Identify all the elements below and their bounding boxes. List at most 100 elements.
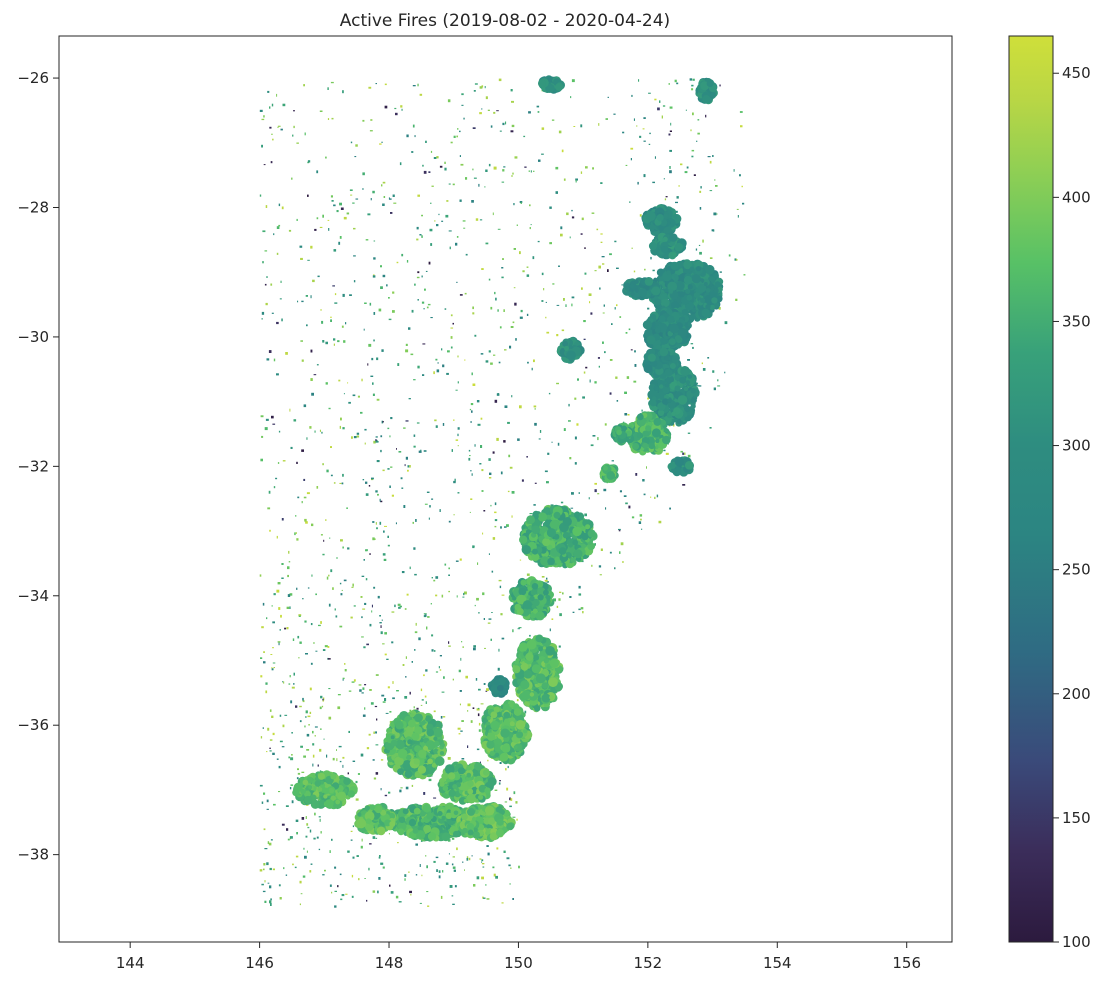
fire-point [541,153,544,155]
fire-point [259,194,262,197]
fire-point [382,643,385,645]
fire-point [472,168,474,171]
fire-point [314,735,316,737]
fire-point [316,836,319,839]
fire-point [496,437,499,441]
fire-point [509,883,511,885]
fire-point [444,161,446,164]
fire-point [514,156,518,159]
fire-point [380,759,384,761]
fire-point [440,716,443,719]
fire-point [261,435,264,438]
fire-point [482,866,485,868]
fire-point [697,283,707,293]
fire-point [305,653,308,655]
fire-point [537,240,540,243]
fire-point [371,357,374,361]
fire-point [648,442,655,450]
fire-point [709,304,715,310]
fire-point [678,185,680,187]
fire-point [331,117,334,120]
fire-point [271,415,274,419]
fire-point [362,608,366,610]
fire-point [306,749,310,751]
fire-point [452,856,455,858]
fire-point [362,714,366,717]
fire-point [268,490,271,494]
fire-point [543,658,549,664]
fire-point [352,202,355,204]
fire-point [587,529,596,538]
fire-point [324,869,326,872]
fire-point [664,368,673,377]
fire-point [428,778,432,782]
fire-point [375,837,378,839]
fire-point [263,164,266,166]
fire-point [386,658,389,660]
fire-point [469,408,472,411]
fire-point [434,650,436,652]
fire-point [422,164,424,167]
fire-point [420,704,423,706]
fire-point [361,636,364,638]
fire-point [282,724,285,728]
fire-point [325,519,327,521]
fire-point [401,487,404,489]
fire-point [346,212,350,215]
fire-point [512,816,516,818]
fire-point [330,569,333,573]
fire-point [405,349,409,353]
fire-point [303,84,305,87]
fire-point [320,621,322,624]
fire-point [412,521,414,524]
fire-point [472,707,475,709]
fire-point [407,469,409,472]
fire-point [450,336,453,339]
fire-point [487,622,491,624]
fire-point [520,309,523,313]
fire-point [342,546,344,549]
fire-point [739,174,741,177]
fire-point [433,579,436,582]
fire-point [633,380,637,383]
fire-point [452,183,455,186]
fire-point [307,194,309,197]
fire-point [548,392,551,395]
fire-point [295,819,299,822]
fire-point [303,404,307,408]
fire-point [453,514,455,516]
fire-point [409,566,411,570]
fire-point [363,646,366,649]
fire-point [578,585,581,589]
fire-point [478,729,481,732]
fire-point [352,856,355,859]
fire-point [592,167,594,170]
fire-point [392,194,395,197]
fire-point [401,571,405,574]
fire-point [297,635,300,639]
fire-point [339,482,342,484]
fire-point [448,853,450,855]
fire-point [485,884,487,886]
fire-point [430,202,432,204]
fire-point [347,382,349,384]
fire-point [621,284,624,286]
fire-point [513,203,515,206]
fire-point [380,788,382,791]
fire-point [359,689,362,692]
fire-point [495,297,497,301]
fire-point [343,216,347,220]
fire-point [519,559,522,561]
fire-point [372,537,375,541]
fire-point [438,666,440,669]
fire-point [669,170,672,174]
fire-point [444,308,447,310]
fire-point [494,511,497,514]
fire-point [368,86,372,89]
fire-point [267,90,270,93]
fire-point [304,855,307,859]
fire-point [389,884,391,887]
fire-point [659,394,665,400]
fire-point [292,638,295,641]
fire-point [340,898,343,901]
